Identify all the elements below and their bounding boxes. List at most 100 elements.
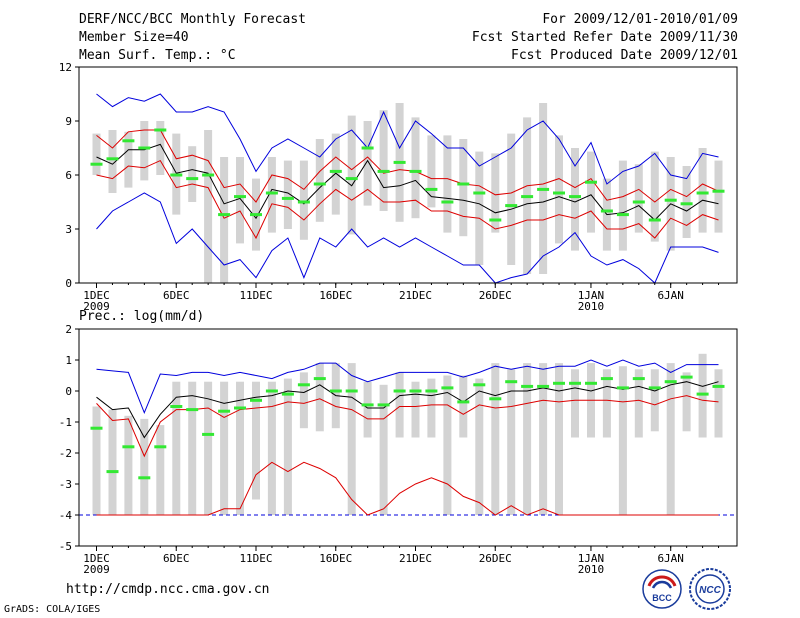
bottom-xtick-label: 16DEC	[319, 552, 352, 565]
top-spread-bar	[491, 153, 500, 233]
bottom-ytick-label: -1	[59, 416, 72, 429]
top-member-mean-mark	[297, 200, 310, 204]
bottom-ensemble-min-line	[96, 461, 719, 516]
bottom-ytick-label: -5	[59, 540, 72, 553]
bottom-member-mean-mark	[425, 389, 438, 393]
bottom-member-mean-mark	[648, 386, 661, 390]
top-member-mean-mark	[425, 187, 438, 191]
bottom-spread-bar	[571, 369, 579, 438]
top-spread-bar	[507, 133, 516, 265]
top-spread-bar	[682, 166, 691, 238]
bottom-member-mean-mark	[664, 380, 677, 384]
bottom-spread-bar	[539, 363, 548, 515]
top-spread-bar	[475, 151, 484, 265]
bcc-logo-text: BCC	[652, 593, 672, 603]
bottom-year-label: 2010	[578, 563, 605, 576]
top-member-mean-mark	[569, 195, 581, 199]
top-xtick-label: 26DEC	[479, 289, 512, 302]
bottom-member-mean-mark	[377, 403, 390, 407]
bottom-member-mean-mark	[409, 389, 422, 393]
bottom-spread-bar	[252, 381, 260, 500]
top-ensemble-min-line	[96, 192, 719, 284]
top-member-mean-mark	[712, 189, 725, 193]
bottom-member-mean-mark	[441, 386, 454, 390]
top-ytick-label: 9	[65, 115, 72, 128]
top-spread-bar	[698, 148, 707, 233]
bottom-spread-bar	[347, 363, 356, 515]
top-member-mean-mark	[202, 173, 215, 177]
top-member-mean-mark	[170, 173, 183, 177]
top-ensemble-max-line	[96, 93, 719, 185]
top-member-mean-mark	[505, 204, 518, 208]
bottom-spread-bar	[172, 381, 181, 515]
top-member-mean-mark	[648, 218, 661, 222]
top-member-mean-mark	[537, 187, 550, 191]
bottom-spread-bar	[220, 381, 229, 515]
top-spread-bar	[379, 110, 388, 211]
top-member-mean-mark	[473, 191, 486, 195]
bottom-spread-bar	[682, 372, 691, 432]
bottom-ensemble-max-line	[96, 359, 719, 415]
bottom-mean-sd-line	[96, 395, 719, 458]
bottom-spread-bar	[618, 366, 627, 515]
top-member-mean-mark	[393, 160, 406, 164]
top-spread-bar	[331, 133, 340, 215]
bottom-spread-bar	[108, 409, 117, 515]
top-year-label: 2009	[83, 300, 110, 313]
bottom-ytick-label: 1	[65, 354, 72, 367]
chart-title: DERF/NCC/BCC Monthly Forecast	[79, 12, 306, 27]
top-member-mean-mark	[377, 169, 390, 173]
temperature-panel-title: Mean Surf. Temp.: °C	[79, 48, 236, 63]
bottom-member-mean-mark	[265, 389, 278, 393]
source-url[interactable]: http://cmdp.ncc.cma.gov.cn	[66, 582, 270, 597]
top-member-mean-mark	[441, 200, 454, 204]
bottom-member-mean-mark	[106, 470, 119, 474]
bottom-spread-bar	[555, 363, 563, 515]
bottom-spread-bar	[666, 363, 675, 515]
bottom-member-mean-mark	[489, 397, 502, 401]
bottom-spread-bar	[92, 406, 101, 515]
top-member-mean-mark	[361, 146, 374, 150]
bottom-spread-bar	[443, 375, 452, 515]
bottom-member-mean-mark	[234, 406, 246, 410]
bottom-member-mean-mark	[553, 381, 565, 385]
forecast-range-label: For 2009/12/01-2010/01/09	[542, 12, 738, 27]
bottom-spread-bar	[602, 369, 611, 438]
top-member-mean-mark	[489, 218, 502, 222]
top-spread-bar	[571, 148, 579, 251]
bottom-member-mean-mark	[569, 381, 581, 385]
top-spread-bar	[140, 121, 149, 181]
top-mean-sd-line	[96, 129, 719, 203]
bottom-member-mean-mark	[361, 403, 374, 407]
bottom-ytick-label: -2	[59, 447, 72, 460]
top-member-mean-mark	[457, 182, 470, 186]
bcc-logo: BCC	[642, 569, 682, 609]
bottom-spread-bar	[283, 378, 292, 515]
bottom-member-mean-mark	[521, 384, 534, 388]
top-xtick-label: 6JAN	[657, 289, 684, 302]
top-xtick-label: 16DEC	[319, 289, 352, 302]
bottom-spread-bar	[188, 381, 197, 515]
top-member-mean-mark	[265, 191, 278, 195]
bottom-ytick-label: -4	[59, 509, 73, 522]
top-spread-bar	[220, 157, 229, 283]
bottom-spread-bar	[204, 381, 213, 515]
bottom-xtick-label: 11DEC	[239, 552, 272, 565]
top-xtick-label: 6DEC	[163, 289, 190, 302]
top-member-mean-mark	[664, 198, 677, 202]
bottom-member-mean-mark	[90, 426, 103, 430]
bottom-spread-bar	[236, 381, 244, 515]
top-spread-bar	[299, 160, 308, 240]
bottom-spread-bar	[363, 381, 372, 438]
bottom-ytick-label: 2	[65, 323, 72, 336]
top-spread-bar	[459, 139, 468, 237]
bottom-member-mean-mark	[250, 398, 262, 402]
bottom-member-mean-mark	[138, 476, 151, 480]
bottom-spread-bar	[156, 425, 165, 515]
bottom-spread-bar	[427, 378, 436, 438]
bottom-spread-bar	[523, 363, 532, 515]
bottom-spread-bar	[491, 363, 500, 515]
